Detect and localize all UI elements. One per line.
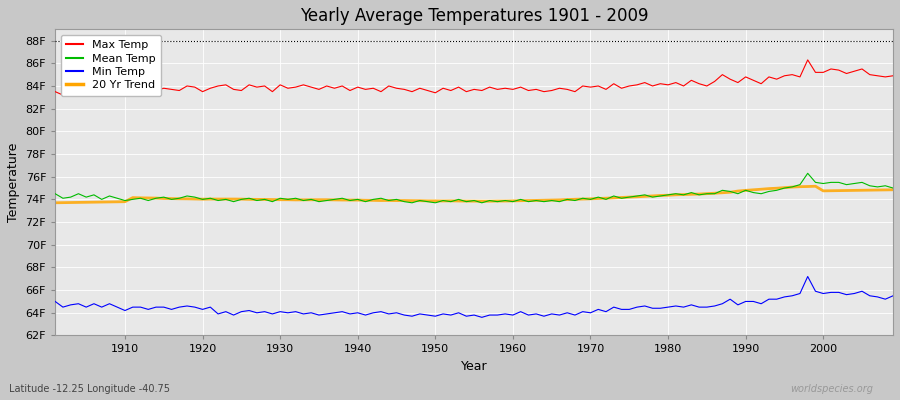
- Text: Latitude -12.25 Longitude -40.75: Latitude -12.25 Longitude -40.75: [9, 384, 170, 394]
- Legend: Max Temp, Mean Temp, Min Temp, 20 Yr Trend: Max Temp, Mean Temp, Min Temp, 20 Yr Tre…: [60, 35, 161, 96]
- Title: Yearly Average Temperatures 1901 - 2009: Yearly Average Temperatures 1901 - 2009: [300, 7, 648, 25]
- Text: worldspecies.org: worldspecies.org: [790, 384, 873, 394]
- X-axis label: Year: Year: [461, 360, 488, 373]
- Y-axis label: Temperature: Temperature: [7, 143, 20, 222]
